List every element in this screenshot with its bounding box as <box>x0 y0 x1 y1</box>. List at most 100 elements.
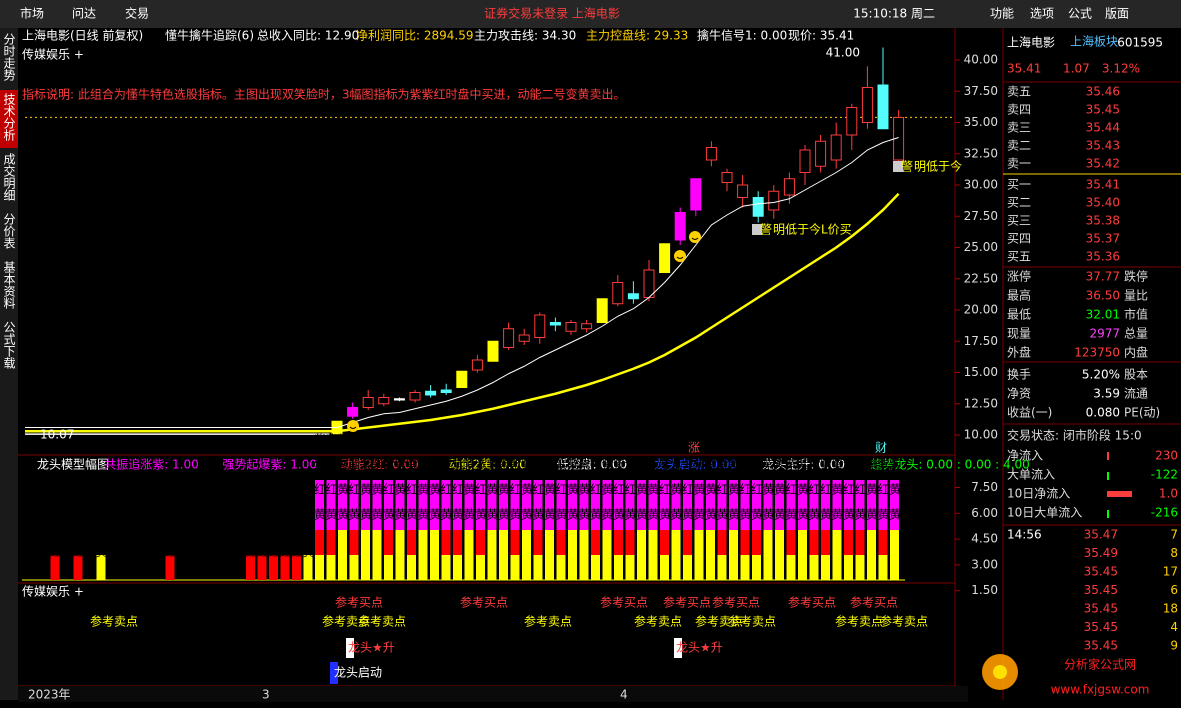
candle-body <box>471 359 483 371</box>
signal-text: 紫紫红黄 <box>738 433 752 533</box>
signal-block <box>568 505 577 530</box>
candle-body <box>846 107 858 136</box>
signal-block <box>752 555 761 580</box>
signal-block <box>395 555 405 580</box>
signal-block <box>510 505 520 530</box>
signal-block <box>280 555 290 580</box>
menu-item[interactable]: 版面 <box>1105 7 1129 21</box>
book-label: 卖三 <box>1007 121 1031 135</box>
rise: 龙头★升 <box>348 641 395 655</box>
tick-volume: 17 <box>1163 565 1178 579</box>
side-tab[interactable]: 分价表 <box>2 213 16 249</box>
signal-text: 紫紫黄黄 <box>359 433 373 533</box>
signal-text: 黄 <box>301 545 315 570</box>
rise: 龙头★升 <box>676 641 723 655</box>
signal-text: 紫紫红黄 <box>313 433 327 533</box>
signal-block <box>246 555 255 580</box>
signal-block <box>660 555 669 580</box>
signal-block <box>384 480 393 505</box>
candle-body <box>674 212 686 241</box>
signal-block <box>648 480 658 505</box>
signal-block <box>821 480 830 505</box>
signal-block <box>867 480 876 505</box>
side-tab[interactable]: 基本资料 <box>2 261 16 309</box>
header-item: 主力攻击线: 34.30 <box>474 29 576 43</box>
signal-block <box>890 505 899 530</box>
buy-point: 参考买点 <box>850 595 898 610</box>
sell-point: 参考卖点 <box>90 614 138 629</box>
candle-body <box>362 397 374 408</box>
menu-item[interactable]: 公式 <box>1068 7 1092 21</box>
signal-block <box>729 505 738 530</box>
signal-block <box>568 555 577 580</box>
signal-block <box>637 505 646 530</box>
header-item: 主力控盘线: 29.33 <box>586 28 688 43</box>
signal-block <box>844 555 853 580</box>
signal-text: 紫紫红黄 <box>508 433 522 533</box>
signal-block <box>706 505 715 530</box>
stat-label: 流通 <box>1124 387 1148 401</box>
candle-body <box>737 184 749 198</box>
side-tab[interactable]: 技术分析 <box>2 93 16 142</box>
candle-body <box>347 407 359 417</box>
side-tab[interactable]: 成交明细 <box>2 153 16 201</box>
sell-point: 参考卖点 <box>695 614 743 629</box>
menu-item[interactable]: 问达 <box>72 7 96 21</box>
signal-block <box>694 480 704 505</box>
book-price: 35.37 <box>1086 232 1120 246</box>
signal-text: 紫紫红黄 <box>612 433 626 533</box>
signal-block <box>717 505 727 530</box>
smiley-face <box>691 237 699 240</box>
signal-block <box>786 555 796 580</box>
signal-block <box>717 530 727 555</box>
signal-block <box>660 480 669 505</box>
signal-block <box>637 530 646 555</box>
signal-block <box>418 555 428 580</box>
signal-text: 红 <box>163 544 177 570</box>
signal-block <box>441 555 451 580</box>
menu-item[interactable]: 交易 <box>125 6 149 21</box>
signal-block <box>832 505 842 530</box>
sell-point: 参考卖点 <box>728 614 776 629</box>
menu-item[interactable]: 市场 <box>20 6 44 21</box>
y-tick-label: 20.00 <box>964 303 998 317</box>
signal-block <box>614 480 623 505</box>
signal-text: 紫紫红黄 <box>451 433 465 533</box>
signal-text: 紫紫黄黄 <box>428 433 442 533</box>
signal-block <box>890 530 899 555</box>
y-tick-label: 4.50 <box>971 532 998 546</box>
signal-block <box>165 555 175 580</box>
signal-block <box>361 505 370 530</box>
signal-block <box>878 505 888 530</box>
signal-text: 紫紫红黄 <box>324 433 338 533</box>
signal-block <box>602 480 612 505</box>
candle-body <box>861 87 873 123</box>
y-tick-label: 3.00 <box>971 557 998 571</box>
tick-price: 35.45 <box>1084 639 1118 653</box>
flow-bar <box>1107 472 1109 480</box>
signal-block <box>372 555 382 580</box>
menu-item[interactable]: 功能 <box>990 7 1014 21</box>
signal-block <box>855 480 865 505</box>
code: 601595 <box>1117 36 1163 50</box>
pct: 3.12% <box>1102 62 1140 76</box>
signal-block <box>844 505 853 530</box>
logo-inner <box>993 665 1007 679</box>
signal-block <box>384 505 393 530</box>
signal-block <box>441 505 451 530</box>
menu-item[interactable]: 选项 <box>1030 7 1054 21</box>
smiley <box>689 231 701 243</box>
candle-body <box>705 147 717 161</box>
side-tab[interactable]: 分时走势 <box>2 33 16 81</box>
indicator-legend: 动能2红: 0.00 <box>341 457 419 472</box>
side-tab[interactable]: 公式下载 <box>2 321 16 370</box>
signal-text: 紫紫黄黄 <box>830 433 844 533</box>
signal-block <box>579 505 589 530</box>
signal-block <box>326 480 336 505</box>
signal-text: 紫紫黄黄 <box>704 433 718 533</box>
book-price: 35.45 <box>1086 103 1120 117</box>
flow-label: 净流入 <box>1007 449 1043 463</box>
signal-block <box>786 505 796 530</box>
status: 交易状态: 闭市阶段 15:0 <box>1007 428 1142 443</box>
signal-block <box>878 555 888 580</box>
